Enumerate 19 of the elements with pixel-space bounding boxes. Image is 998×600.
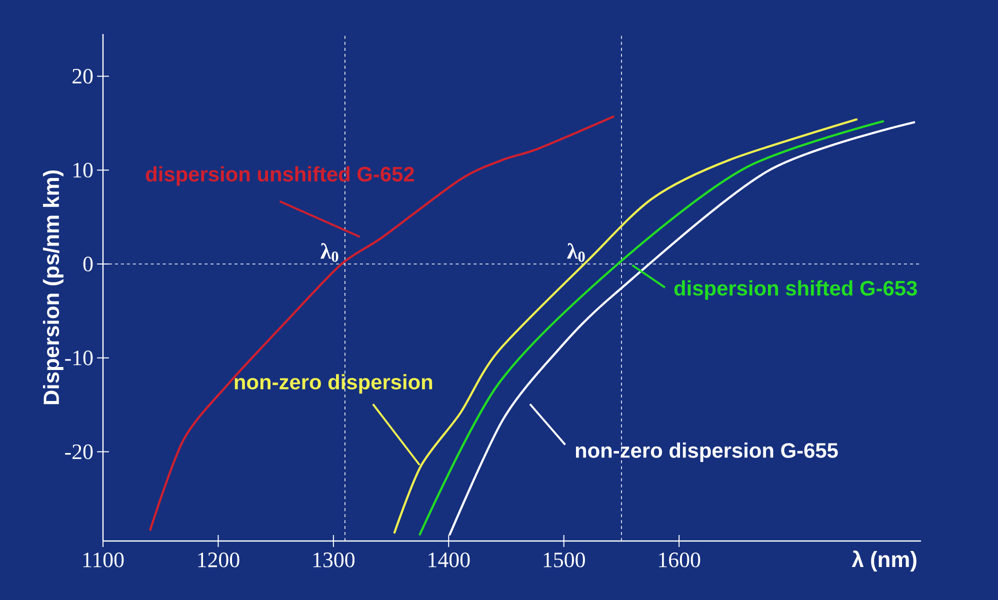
y-tick-label: -10 <box>65 350 93 366</box>
y-tick-label: 10 <box>74 162 93 178</box>
series-label: non-zero dispersion <box>234 374 432 394</box>
y-tick-label: 20 <box>72 68 93 84</box>
y-axis-title: Dispersion (ps/nm km) <box>42 170 64 404</box>
legend-label: dispersion shifted G-653 <box>674 280 917 300</box>
x-tick-label: 1200 <box>198 552 240 568</box>
x-tick-label: 1500 <box>544 552 585 568</box>
y-tick-label: -20 <box>65 444 93 460</box>
x-tick-label: 1300 <box>313 552 355 568</box>
annotation: λ$_{0}$ <box>567 243 585 262</box>
y-tick-label: 0 <box>83 256 93 272</box>
annotation: λ$_{0}$ <box>320 243 338 262</box>
x-tick-label: 1400 <box>428 552 470 568</box>
text: non-zero dispersion G-655 <box>576 442 838 462</box>
x-tick-label: 1100 <box>83 552 124 568</box>
x-tick-label: 1600 <box>659 552 700 568</box>
x-axis-title: λ (nm) <box>852 550 916 572</box>
series-label: dispersion unshifted G-652 <box>146 166 414 186</box>
